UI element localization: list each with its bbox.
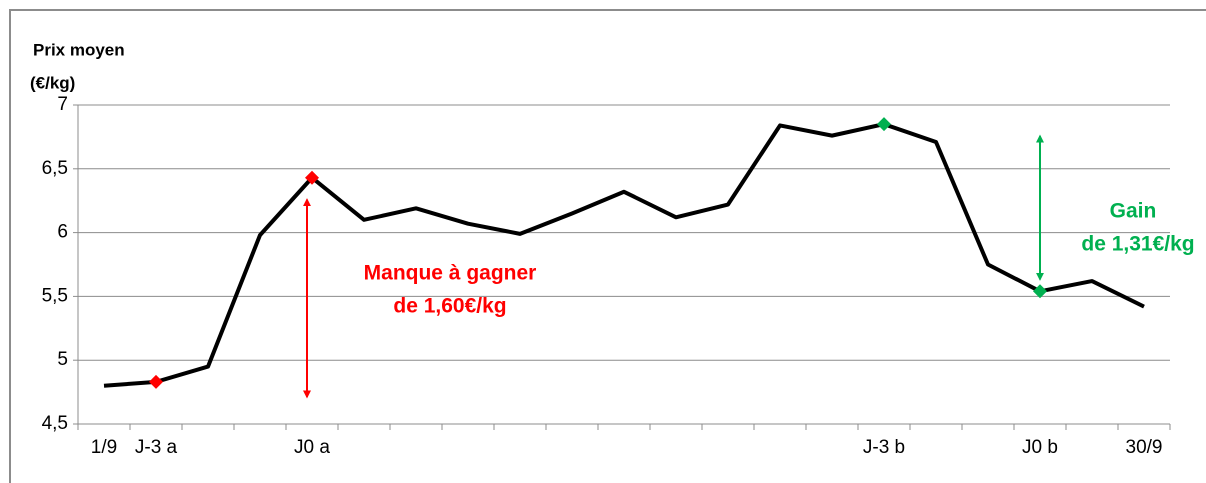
x-tick-label: J-3 b — [863, 437, 905, 458]
y-tick-label: 5,5 — [42, 285, 68, 306]
annotation-text: de 1,31€/kg — [1081, 233, 1194, 256]
y-axis-title: Prix moyen — [33, 40, 125, 59]
x-tick-label: 1/9 — [91, 437, 117, 458]
y-tick-label: 7 — [57, 94, 68, 115]
x-tick-label: J0 b — [1022, 437, 1058, 458]
x-tick-label: J-3 a — [135, 437, 178, 458]
y-tick-label: 5 — [57, 349, 68, 370]
data-marker — [1033, 284, 1047, 299]
data-marker — [877, 117, 891, 132]
annotation-text: Gain — [1110, 200, 1157, 223]
annotation-text: Manque à gagner — [364, 262, 537, 285]
data-marker — [149, 374, 163, 389]
y-axis-title: (€/kg) — [30, 73, 75, 92]
annotation-text: de 1,60€/kg — [393, 295, 506, 318]
data-marker — [305, 170, 319, 185]
y-tick-label: 6,5 — [42, 158, 68, 179]
x-tick-label: 30/9 — [1126, 437, 1163, 458]
chart-frame — [9, 9, 1206, 483]
y-tick-label: 4,5 — [42, 413, 68, 434]
x-tick-label: J0 a — [294, 437, 330, 458]
data-line — [103, 122, 1145, 388]
y-tick-label: 6 — [57, 222, 68, 243]
